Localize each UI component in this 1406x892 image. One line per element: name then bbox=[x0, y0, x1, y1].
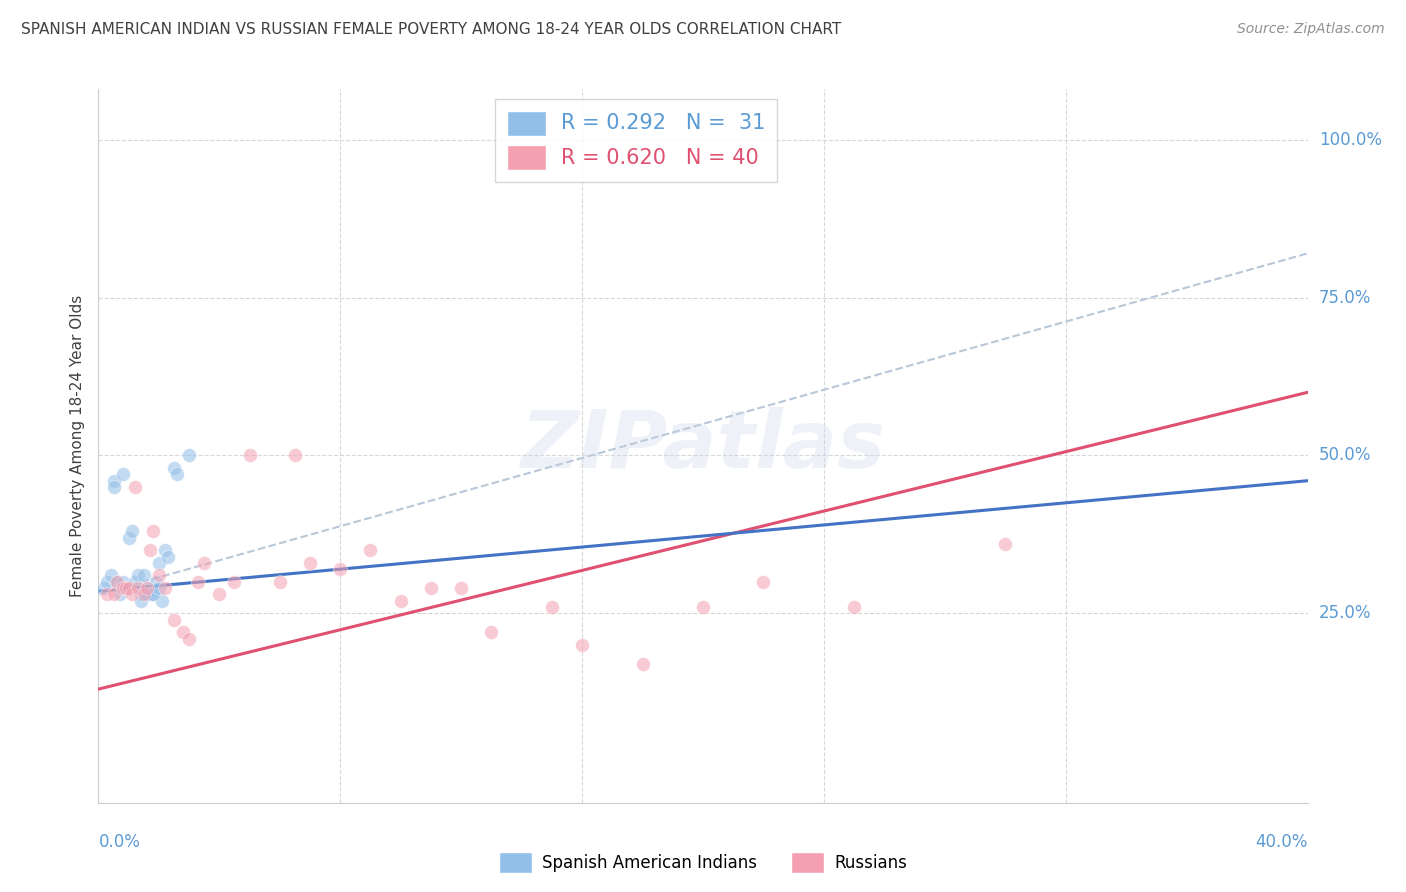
Point bbox=[103, 587, 125, 601]
Point bbox=[239, 449, 262, 463]
Point bbox=[142, 587, 165, 601]
Point bbox=[360, 543, 382, 558]
Point bbox=[129, 593, 152, 607]
Point bbox=[450, 581, 472, 595]
Point bbox=[103, 480, 125, 494]
Point bbox=[118, 531, 141, 545]
Point bbox=[96, 587, 118, 601]
Point bbox=[121, 587, 143, 601]
Point bbox=[93, 581, 115, 595]
Text: Source: ZipAtlas.com: Source: ZipAtlas.com bbox=[1237, 22, 1385, 37]
Y-axis label: Female Poverty Among 18-24 Year Olds: Female Poverty Among 18-24 Year Olds bbox=[69, 295, 84, 597]
Text: ZIPatlas: ZIPatlas bbox=[520, 407, 886, 485]
Point bbox=[127, 581, 149, 595]
Point bbox=[105, 574, 128, 589]
Point bbox=[105, 574, 128, 589]
Text: 50.0%: 50.0% bbox=[1319, 447, 1371, 465]
Point bbox=[103, 474, 125, 488]
Point bbox=[139, 587, 162, 601]
Text: 25.0%: 25.0% bbox=[1319, 605, 1371, 623]
Point bbox=[150, 593, 173, 607]
Point bbox=[692, 600, 714, 615]
Point bbox=[129, 587, 152, 601]
Point bbox=[284, 449, 307, 463]
Point bbox=[135, 587, 157, 601]
Point bbox=[193, 556, 215, 570]
Point bbox=[111, 581, 134, 595]
Point bbox=[177, 632, 201, 646]
Point bbox=[208, 587, 231, 601]
Point bbox=[419, 581, 441, 595]
Point bbox=[571, 638, 593, 652]
Point bbox=[166, 467, 188, 482]
Text: 75.0%: 75.0% bbox=[1319, 289, 1371, 307]
Point bbox=[96, 574, 118, 589]
Legend: R = 0.292   N =  31, R = 0.620   N = 40: R = 0.292 N = 31, R = 0.620 N = 40 bbox=[495, 99, 778, 182]
Point bbox=[631, 657, 654, 671]
Point bbox=[121, 524, 143, 539]
Point bbox=[118, 581, 141, 595]
Point bbox=[127, 568, 149, 582]
Point bbox=[153, 543, 176, 558]
Point bbox=[142, 587, 165, 601]
Point bbox=[481, 625, 503, 640]
Point bbox=[139, 543, 162, 558]
Point bbox=[148, 556, 170, 570]
Point bbox=[111, 574, 134, 589]
Point bbox=[172, 625, 194, 640]
Point bbox=[100, 568, 122, 582]
Point bbox=[132, 568, 155, 582]
Text: 40.0%: 40.0% bbox=[1256, 833, 1308, 851]
Point bbox=[299, 556, 322, 570]
Point bbox=[156, 549, 179, 564]
Point bbox=[132, 587, 155, 601]
Point bbox=[148, 581, 170, 595]
Point bbox=[389, 593, 412, 607]
Text: SPANISH AMERICAN INDIAN VS RUSSIAN FEMALE POVERTY AMONG 18-24 YEAR OLDS CORRELAT: SPANISH AMERICAN INDIAN VS RUSSIAN FEMAL… bbox=[21, 22, 841, 37]
Point bbox=[844, 600, 866, 615]
Text: 100.0%: 100.0% bbox=[1319, 131, 1382, 149]
Point bbox=[124, 480, 146, 494]
Point bbox=[135, 581, 157, 595]
Point bbox=[114, 581, 136, 595]
Point bbox=[114, 581, 136, 595]
Point bbox=[269, 574, 291, 589]
Point bbox=[163, 461, 186, 475]
Text: 0.0%: 0.0% bbox=[98, 833, 141, 851]
Point bbox=[148, 568, 170, 582]
Legend: Spanish American Indians, Russians: Spanish American Indians, Russians bbox=[492, 846, 914, 880]
Point bbox=[177, 449, 201, 463]
Point bbox=[145, 574, 167, 589]
Point bbox=[135, 581, 157, 595]
Point bbox=[153, 581, 176, 595]
Point bbox=[187, 574, 209, 589]
Point bbox=[124, 574, 146, 589]
Point bbox=[224, 574, 246, 589]
Point bbox=[329, 562, 352, 576]
Point bbox=[163, 613, 186, 627]
Point bbox=[108, 587, 131, 601]
Point bbox=[111, 467, 134, 482]
Point bbox=[994, 537, 1017, 551]
Point bbox=[752, 574, 775, 589]
Point bbox=[540, 600, 562, 615]
Point bbox=[142, 524, 165, 539]
